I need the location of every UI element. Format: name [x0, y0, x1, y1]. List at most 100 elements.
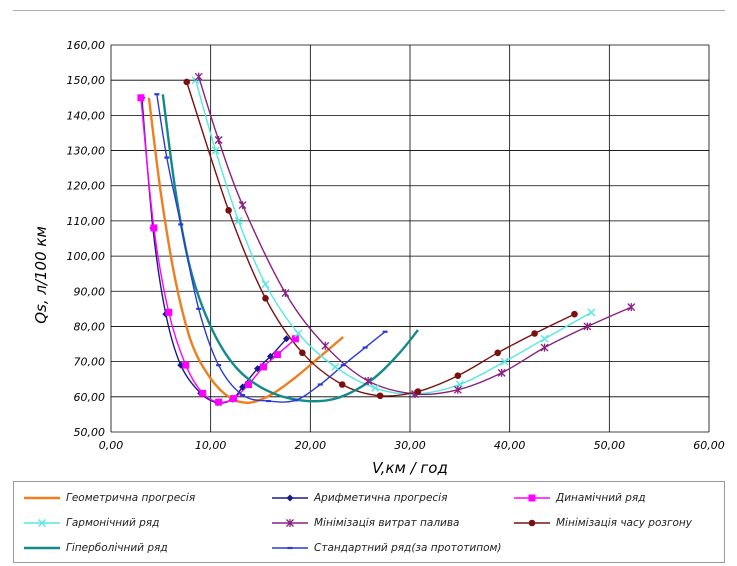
y-tick-label: 100,00: [67, 250, 106, 263]
series-lines: [140, 76, 632, 405]
data-point: [338, 381, 346, 388]
legend-label: Мінімізація часу розгону: [556, 517, 692, 529]
series-line-5: [198, 76, 632, 396]
legend-label: Гіперболічний ряд: [66, 542, 168, 554]
data-point: [571, 310, 578, 318]
legend-label: Мінімізація витрат палива: [314, 517, 460, 529]
legend-swatch: [272, 519, 308, 527]
data-point: [262, 295, 269, 302]
y-tick-label: 150,00: [67, 74, 106, 87]
data-point: [583, 322, 592, 331]
y-tick-label: 90,00: [74, 285, 106, 298]
y-tick-label: 60,00: [74, 391, 106, 404]
data-point: [454, 372, 462, 380]
data-point: [364, 376, 373, 385]
tick-labels: 0,00 10,00 20,00 30,00 40,00 50,00 60,00 50,00 6…: [67, 39, 725, 452]
data-point: [165, 308, 173, 316]
x-tick-label: 50,00: [594, 439, 626, 452]
data-point: [194, 72, 203, 81]
series-line-4: [195, 80, 592, 395]
x-tick-label: 40,00: [494, 439, 526, 452]
data-point: [453, 385, 462, 394]
legend-swatch: [514, 519, 550, 527]
data-point: [299, 349, 306, 357]
legend-label: Динамічний ряд: [556, 492, 646, 504]
legend-swatch: [24, 496, 60, 500]
data-point: [266, 352, 274, 360]
x-tick-label: 30,00: [394, 439, 426, 452]
y-tick-label: 160,00: [67, 39, 106, 52]
data-point: [291, 335, 299, 343]
legend-item: Арифметична прогресія: [270, 488, 447, 508]
data-point: [225, 207, 232, 214]
data-point: [531, 330, 538, 337]
data-point: [230, 395, 238, 403]
series-line-1: [147, 97, 344, 405]
series-markers: [137, 72, 636, 407]
data-point: [294, 329, 303, 338]
legend-swatch: [24, 546, 60, 550]
legend-item: Мінімізація витрат палива: [270, 513, 459, 533]
data-point: [627, 303, 636, 312]
data-point: [273, 351, 281, 359]
legend-swatch: [272, 494, 308, 502]
data-point: [254, 365, 262, 373]
data-point: [245, 381, 253, 389]
legend-item: Геометрична прогресія: [22, 488, 195, 508]
data-point: [286, 494, 294, 502]
x-tick-label: 10,00: [195, 439, 227, 452]
y-tick-label: 130,00: [67, 145, 106, 158]
data-point: [371, 384, 380, 393]
legend-label: Арифметична прогресія: [314, 492, 448, 504]
y-tick-label: 120,00: [67, 180, 106, 193]
legend-swatch: [272, 546, 308, 550]
legend-label: Стандартний ряд(за прототипом): [314, 542, 502, 554]
data-point: [214, 135, 223, 144]
y-tick-label: 50,00: [74, 426, 106, 439]
data-point: [234, 216, 243, 225]
data-point: [215, 398, 223, 406]
data-point: [199, 389, 207, 397]
data-point: [376, 392, 384, 400]
data-point: [150, 224, 158, 232]
legend-label: Геометрична прогресія: [66, 492, 196, 504]
data-point: [211, 146, 220, 155]
data-point: [238, 201, 247, 210]
data-point: [528, 519, 536, 527]
data-point: [137, 94, 145, 102]
legend-swatch: [514, 494, 550, 502]
legend-item: Гармонічний ряд: [22, 513, 159, 533]
data-point: [414, 388, 422, 395]
x-tick-label: 0,00: [99, 439, 124, 452]
legend-item: Гіперболічний ряд: [22, 538, 168, 558]
data-point: [38, 519, 46, 527]
data-point: [494, 349, 502, 357]
legend-item: Мінімізація часу розгону: [512, 513, 692, 533]
grid: [110, 44, 710, 433]
y-tick-label: 80,00: [74, 320, 106, 333]
x-tick-label: 20,00: [295, 439, 327, 452]
data-point: [239, 383, 247, 391]
series-line-2: [141, 97, 287, 404]
y-tick-label: 110,00: [67, 215, 106, 228]
series-line-7: [161, 94, 419, 403]
data-point: [183, 78, 191, 86]
data-point: [540, 334, 549, 343]
legend-label: Гармонічний ряд: [66, 517, 160, 529]
top-rule: [13, 10, 725, 11]
data-point: [528, 494, 536, 502]
legend-item: Стандартний ряд(за прототипом): [270, 538, 502, 558]
data-point: [331, 362, 340, 371]
data-point: [321, 341, 330, 350]
data-point: [500, 357, 509, 366]
x-axis-label: V,км / год: [372, 459, 448, 477]
legend-item: Динамічний ряд: [512, 488, 645, 508]
data-point: [261, 280, 270, 289]
data-point: [587, 308, 596, 317]
data-point: [286, 519, 294, 527]
x-tick-label: 60,00: [693, 439, 725, 452]
line-chart: 0,00 10,00 20,00 30,00 40,00 50,00 60,00 50,00 6…: [32, 39, 725, 477]
legend-swatch: [24, 519, 60, 527]
data-point: [259, 363, 267, 371]
legend: Геометрична прогресія Арифметична прогрес…: [13, 481, 725, 563]
